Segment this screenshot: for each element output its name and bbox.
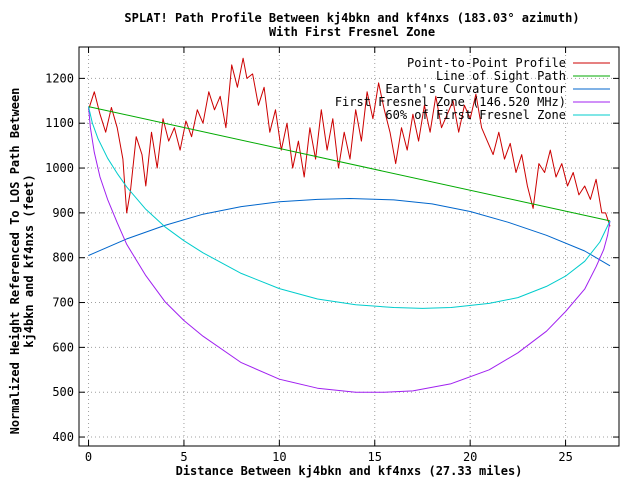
series-line-4 (88, 106, 611, 393)
legend-label-2: Line of Sight Path (436, 69, 566, 83)
y-tick-label: 1000 (45, 161, 74, 175)
x-tick-label: 20 (463, 450, 477, 464)
x-tick-label: 10 (272, 450, 286, 464)
x-tick-label: 0 (85, 450, 92, 464)
axis-ticks: 0 5 10 15 20 25 400 500 600 700 800 900 1000 1100 1200 (45, 47, 619, 464)
y-tick-label: 600 (52, 340, 74, 354)
plot-frame (78, 46, 620, 447)
legend-label-5: 60% of First Fresnel Zone (385, 108, 566, 122)
series-lines (88, 57, 611, 393)
y-tick-label: 500 (52, 385, 74, 399)
y-tick-label: 400 (52, 430, 74, 444)
legend-label-1: Point-to-Point Profile (407, 56, 566, 70)
series-line-1 (88, 57, 611, 227)
x-tick-label: 25 (558, 450, 572, 464)
x-tick-label: 5 (180, 450, 187, 464)
x-tick-label: 15 (368, 450, 382, 464)
series-line-2 (88, 106, 611, 222)
y-axis-label-line1: Normalized Height Referenced To LOS Path… (8, 88, 22, 435)
y-tick-label: 1100 (45, 116, 74, 130)
series-line-5 (88, 106, 611, 309)
chart-title: SPLAT! Path Profile Between kj4bkn and k… (124, 11, 579, 25)
y-tick-label: 1200 (45, 71, 74, 85)
legend-label-4: First Fresnel Zone (146.520 MHz) (335, 95, 566, 109)
y-tick-label: 800 (52, 251, 74, 265)
y-axis-label-line2: kj4bkn and kf4nxs (feet) (22, 174, 36, 347)
y-tick-label: 900 (52, 206, 74, 220)
chart-subtitle: With First Fresnel Zone (269, 25, 435, 39)
legend-label-3: Earth's Curvature Contour (385, 82, 566, 96)
series-line-3 (88, 198, 611, 267)
y-tick-label: 700 (52, 296, 74, 310)
x-axis-label: Distance Between kj4bkn and kf4nxs (27.3… (176, 464, 523, 478)
